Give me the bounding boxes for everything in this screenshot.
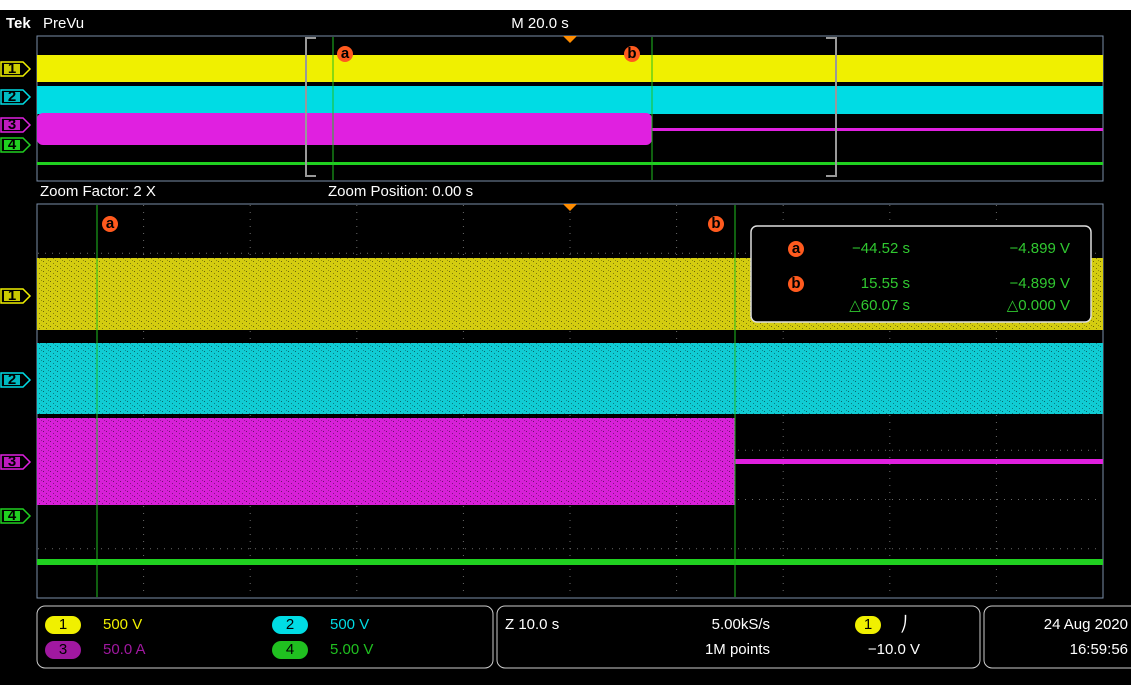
ch3-trace xyxy=(37,113,652,145)
cursor-label: a xyxy=(106,215,115,232)
channel-badge xyxy=(272,641,308,659)
trigger-marker xyxy=(563,36,577,43)
channel-badge xyxy=(45,641,81,659)
channel-marker-label: 1 xyxy=(8,60,16,77)
sample-rate: 5.00kS/s xyxy=(712,616,770,633)
readout-badge xyxy=(788,241,804,257)
date: 24 Aug 2020 xyxy=(1044,616,1128,633)
channel-scale: 50.0 A xyxy=(103,641,146,658)
channel-scale: 500 V xyxy=(330,616,369,633)
channel-marker-fill xyxy=(4,140,20,150)
readout-delta-time: △60.07 s xyxy=(849,297,910,314)
channel-marker-label: 4 xyxy=(8,507,17,524)
trigger-slope: ⎠ xyxy=(900,614,908,633)
zoom-factor: Zoom Factor: 2 X xyxy=(40,183,156,200)
ch2-noise xyxy=(37,343,1103,414)
top-margin xyxy=(0,0,1131,10)
zoom-cursor-b: b xyxy=(708,215,724,232)
channel-markers: 1 2 3 4 1 2 3 4 xyxy=(0,60,32,524)
acquisition-box xyxy=(496,605,981,669)
record-length: 1M points xyxy=(705,641,770,658)
ch4-trace xyxy=(37,559,1103,565)
channel-scale: 5.00 V xyxy=(330,641,373,658)
channel-marker-fill xyxy=(4,457,20,467)
channel-marker-label: 2 xyxy=(8,88,16,105)
brand: Tek xyxy=(6,15,31,32)
channel-id: 4 xyxy=(286,641,294,658)
zoom-scale: Z 10.0 s xyxy=(505,616,559,633)
channel-id: 2 xyxy=(286,616,294,633)
trigger-level: −10.0 V xyxy=(868,641,920,658)
overview-cursor-b: b xyxy=(624,45,640,62)
channel-scale: 500 V xyxy=(103,616,142,633)
cursor-label: b xyxy=(627,45,636,62)
cursor-readout: a −44.52 s −4.899 V b 15.55 s −4.899 V △… xyxy=(750,225,1092,323)
channel-marker-fill xyxy=(4,511,20,521)
zoom-bracket xyxy=(305,37,837,177)
overview-pane xyxy=(36,35,1104,182)
trigger-source-badge xyxy=(855,616,881,634)
ch3-trace-low xyxy=(735,459,1103,464)
channel-marker-fill xyxy=(4,120,20,130)
readout-time: −44.52 s xyxy=(852,240,910,257)
trigger-source: 1 xyxy=(864,616,872,633)
cursor-label: a xyxy=(341,45,350,62)
cursor-label: b xyxy=(711,215,720,232)
readout-cursor: b xyxy=(791,275,800,292)
channel-id: 1 xyxy=(59,616,67,633)
zoom-position: Zoom Position: 0.00 s xyxy=(328,183,473,200)
channel-id: 3 xyxy=(59,641,67,658)
ch3-trace-low xyxy=(652,128,1103,131)
readout-volt: −4.899 V xyxy=(1010,275,1070,292)
readout-box xyxy=(750,225,1092,323)
ch1-trace xyxy=(37,55,1103,82)
channel-marker-fill xyxy=(4,92,20,102)
time: 16:59:56 xyxy=(1070,641,1128,658)
datetime-box xyxy=(983,605,1131,669)
readout-volt: −4.899 V xyxy=(1010,240,1070,257)
channel-marker-label: 4 xyxy=(8,136,17,153)
ch2-trace xyxy=(37,86,1103,114)
channel-scales: 1 500 V 2 500 V 3 50.0 A 4 5.00 V xyxy=(45,616,373,659)
readout-time: 15.55 s xyxy=(861,275,910,292)
channel-badge xyxy=(45,616,81,634)
channel-box xyxy=(36,605,494,669)
mode: PreVu xyxy=(43,15,84,32)
trigger-marker xyxy=(563,204,577,211)
overview-cursor-a: a xyxy=(337,45,353,62)
channel-marker-label: 1 xyxy=(8,287,16,304)
channel-marker-fill xyxy=(4,375,20,385)
readout-delta-volt: △0.000 V xyxy=(1007,297,1070,314)
channel-marker-label: 3 xyxy=(8,453,16,470)
channel-marker-label: 2 xyxy=(8,371,16,388)
channel-marker-fill xyxy=(4,64,20,74)
channel-marker-label: 3 xyxy=(8,116,16,133)
readout-badge xyxy=(788,276,804,292)
ch3-noise xyxy=(37,418,735,505)
ch4-trace xyxy=(37,162,1103,165)
zoom-cursor-a: a xyxy=(102,215,118,232)
status-bar: 1 500 V 2 500 V 3 50.0 A 4 5.00 V Z 10.0 s 5.00… xyxy=(36,605,1131,669)
readout-cursor: a xyxy=(792,240,801,257)
channel-marker-fill xyxy=(4,291,20,301)
channel-badge xyxy=(272,616,308,634)
timebase: M 20.0 s xyxy=(511,15,569,32)
